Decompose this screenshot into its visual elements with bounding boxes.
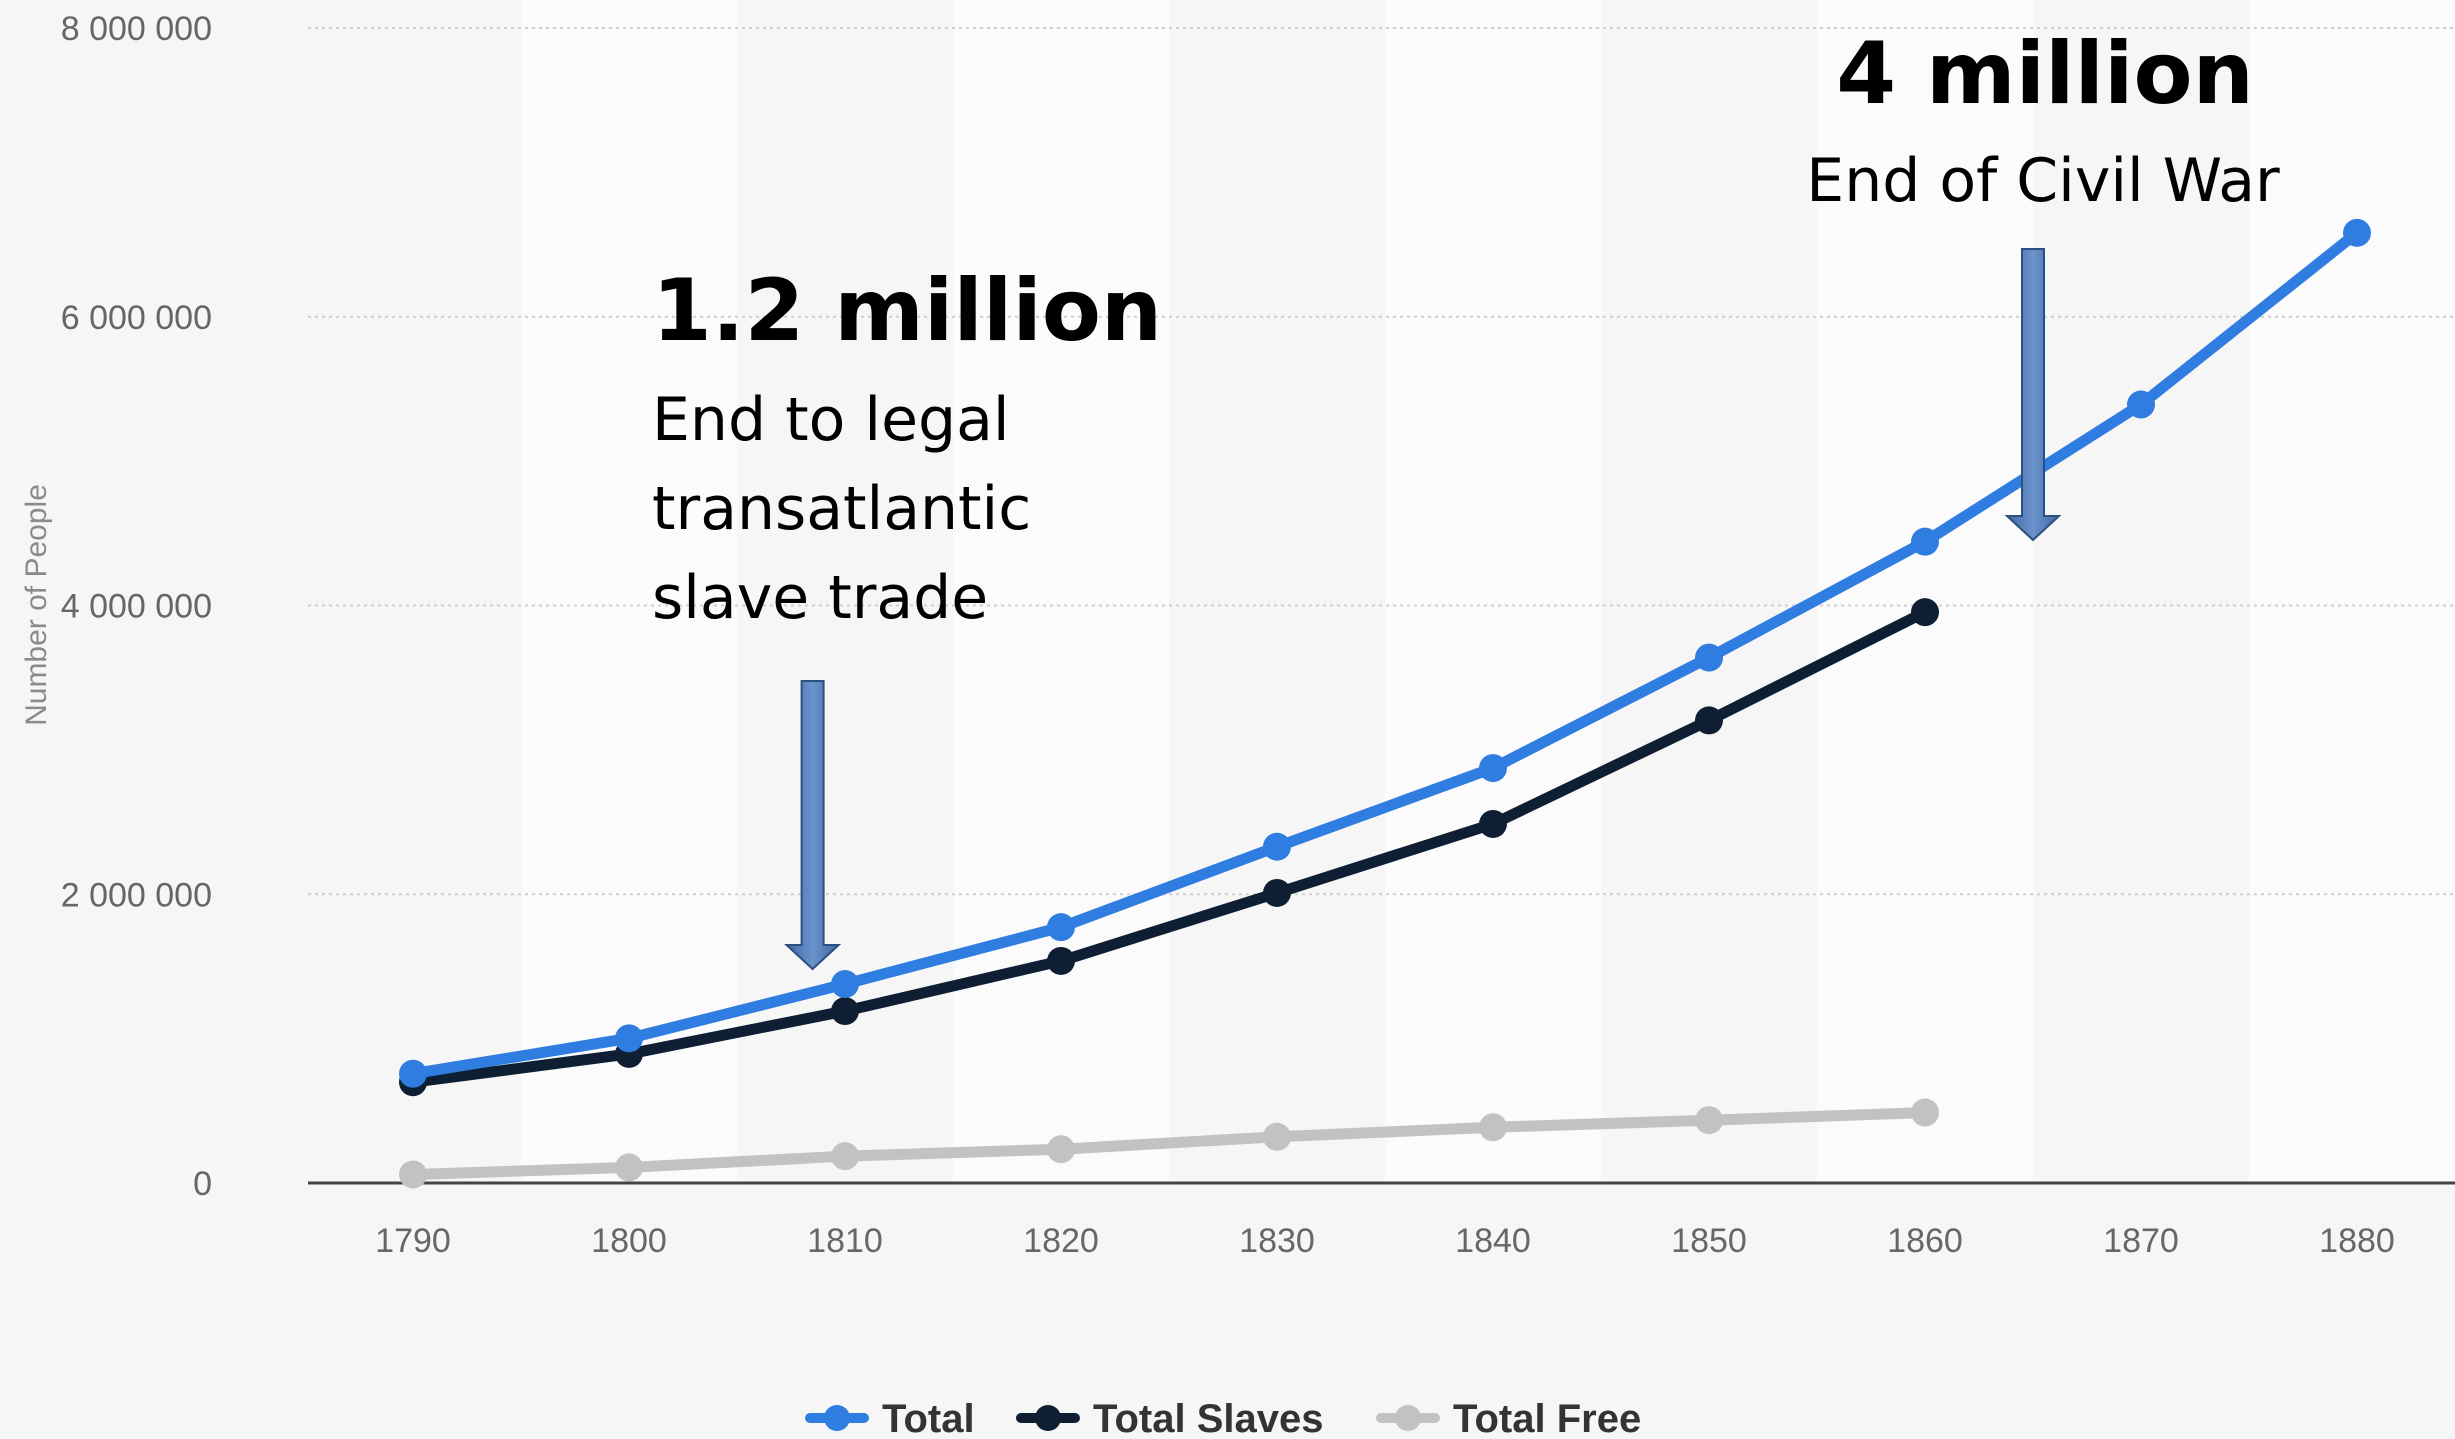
x-tick-label: 1810 bbox=[807, 1222, 883, 1260]
band-1880 bbox=[2249, 0, 2455, 1183]
y-tick-label: 4 000 000 bbox=[61, 588, 212, 626]
annotation-value: 4 million bbox=[1836, 24, 2254, 124]
series-total-slaves bbox=[399, 598, 1939, 1097]
annotation-trade: 1.2 million End to legal transatlantic slav… bbox=[652, 261, 1162, 971]
legend: Total Total Slaves Total Free bbox=[805, 1397, 1641, 1439]
series-line-total-slaves bbox=[407, 606, 1931, 1088]
band-1800 bbox=[521, 0, 737, 1183]
data-point bbox=[1911, 1098, 1939, 1127]
data-point bbox=[1479, 809, 1507, 838]
data-point bbox=[831, 997, 859, 1026]
band-1820 bbox=[953, 0, 1169, 1183]
legend-swatch-marker bbox=[1395, 1405, 1421, 1431]
legend-label: Total bbox=[882, 1397, 975, 1439]
band-1840 bbox=[1385, 0, 1601, 1183]
background-bands bbox=[521, 0, 2455, 1183]
data-point bbox=[615, 1024, 643, 1053]
x-tick-label: 1880 bbox=[2319, 1222, 2395, 1260]
data-point bbox=[1047, 913, 1075, 942]
data-point bbox=[1911, 527, 1939, 556]
legend-item-total-slaves: Total Slaves bbox=[1016, 1397, 1323, 1439]
band-1860 bbox=[1817, 0, 2033, 1183]
series-line-total-free bbox=[407, 1107, 1931, 1180]
data-point bbox=[1911, 598, 1939, 627]
data-point bbox=[1047, 1135, 1075, 1164]
data-point bbox=[1479, 754, 1507, 783]
legend-label: Total Slaves bbox=[1093, 1397, 1323, 1439]
x-tick-label: 1860 bbox=[1887, 1222, 1963, 1260]
gridlines bbox=[308, 27, 2455, 896]
annotation-arrow bbox=[2004, 248, 2062, 542]
data-point bbox=[399, 1160, 427, 1189]
annotation-civil-war: 4 million End of Civil War bbox=[1806, 24, 2280, 542]
y-axis: 0 2 000 000 4 000 000 6 000 000 8 000 000 bbox=[61, 10, 212, 1203]
data-point bbox=[1047, 946, 1075, 975]
data-point bbox=[1263, 878, 1291, 907]
x-axis: 1790 1800 1810 1820 1830 1840 1850 1860 1870 1880 bbox=[375, 1222, 2395, 1260]
y-axis-title: Number of People bbox=[20, 484, 53, 726]
annotation-text: End to legal bbox=[652, 385, 1010, 455]
legend-item-total-free: Total Free bbox=[1376, 1397, 1641, 1439]
data-point bbox=[1695, 1106, 1723, 1135]
data-point bbox=[2127, 390, 2155, 419]
y-tick-label: 6 000 000 bbox=[61, 299, 212, 337]
annotations: 1.2 million End to legal transatlantic slav… bbox=[652, 24, 2280, 971]
data-point bbox=[1695, 643, 1723, 672]
data-point bbox=[1695, 706, 1723, 735]
data-point bbox=[1263, 832, 1291, 861]
data-point bbox=[399, 1059, 427, 1088]
legend-swatch-marker bbox=[1035, 1405, 1061, 1431]
data-point bbox=[1479, 1113, 1507, 1142]
annotation-value: 1.2 million bbox=[652, 261, 1162, 361]
y-tick-label: 2 000 000 bbox=[61, 876, 212, 914]
data-point bbox=[831, 970, 859, 999]
y-tick-label: 0 bbox=[193, 1165, 212, 1203]
y-tick-label: 8 000 000 bbox=[61, 10, 212, 48]
annotation-text: transatlantic bbox=[652, 474, 1031, 544]
data-point bbox=[2343, 218, 2371, 247]
data-point bbox=[1263, 1122, 1291, 1151]
x-tick-label: 1870 bbox=[2103, 1222, 2179, 1260]
x-tick-label: 1830 bbox=[1239, 1222, 1315, 1260]
x-tick-label: 1820 bbox=[1023, 1222, 1099, 1260]
annotation-text: slave trade bbox=[652, 563, 988, 633]
series-total-free bbox=[399, 1098, 1939, 1189]
x-tick-label: 1790 bbox=[375, 1222, 451, 1260]
x-tick-label: 1840 bbox=[1455, 1222, 1531, 1260]
legend-label: Total Free bbox=[1453, 1397, 1641, 1439]
data-point bbox=[615, 1153, 643, 1182]
annotation-text: End of Civil War bbox=[1806, 146, 2280, 216]
legend-swatch-marker bbox=[824, 1405, 850, 1431]
x-tick-label: 1800 bbox=[591, 1222, 667, 1260]
x-tick-label: 1850 bbox=[1671, 1222, 1747, 1260]
annotation-arrow bbox=[784, 680, 842, 971]
data-point bbox=[831, 1142, 859, 1171]
legend-item-total: Total bbox=[805, 1397, 975, 1439]
